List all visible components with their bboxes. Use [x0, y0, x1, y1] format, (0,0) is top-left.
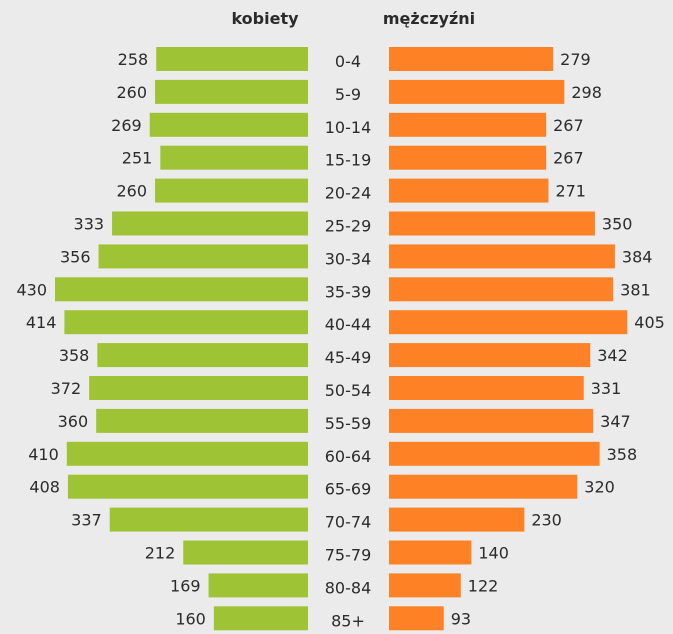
value-women-65-69: 408: [29, 478, 60, 497]
age-label-85+: 85+: [331, 611, 365, 630]
bar-men-65-69: [389, 474, 578, 499]
value-men-75-79: 140: [478, 544, 509, 563]
value-women-45-49: 358: [59, 346, 90, 365]
bar-women-20-24: [155, 178, 308, 203]
value-men-15-19: 267: [553, 149, 584, 168]
bar-men-10-14: [389, 112, 547, 137]
age-label-75-79: 75-79: [325, 546, 372, 565]
value-women-40-44: 414: [26, 313, 57, 332]
value-men-60-64: 358: [607, 445, 638, 464]
bar-men-0-4: [389, 47, 554, 71]
legend-women-label: kobiety: [231, 9, 299, 28]
age-label-30-34: 30-34: [325, 249, 372, 268]
bar-women-5-9: [155, 79, 308, 104]
bar-women-65-69: [67, 474, 308, 499]
age-label-40-44: 40-44: [325, 315, 372, 334]
value-women-15-19: 251: [122, 149, 153, 168]
value-women-10-14: 269: [111, 116, 142, 135]
bar-men-75-79: [389, 540, 472, 565]
bar-women-35-39: [55, 277, 308, 302]
value-women-35-39: 430: [16, 280, 47, 299]
value-women-75-79: 212: [145, 544, 176, 563]
age-label-20-24: 20-24: [325, 184, 372, 203]
bar-women-70-74: [109, 507, 309, 532]
bar-women-25-29: [112, 211, 309, 236]
value-women-25-29: 333: [74, 215, 105, 234]
value-women-0-4: 258: [118, 50, 149, 69]
value-men-55-59: 347: [600, 412, 631, 431]
value-men-40-44: 405: [634, 313, 665, 332]
value-men-50-54: 331: [591, 379, 622, 398]
bar-women-50-54: [89, 376, 308, 400]
value-men-20-24: 271: [555, 182, 586, 201]
age-label-55-59: 55-59: [325, 414, 372, 433]
bar-men-55-59: [389, 408, 594, 433]
bar-women-85+: [213, 606, 308, 631]
value-men-80-84: 122: [468, 576, 499, 595]
age-label-0-4: 0-4: [335, 52, 361, 71]
bar-men-70-74: [389, 507, 525, 532]
bar-men-25-29: [389, 211, 595, 236]
bar-women-40-44: [64, 310, 308, 335]
value-men-35-39: 381: [620, 280, 651, 299]
value-women-70-74: 337: [71, 511, 102, 530]
bar-women-80-84: [208, 573, 308, 598]
bar-men-20-24: [389, 178, 549, 203]
value-women-5-9: 260: [116, 83, 147, 102]
bar-men-35-39: [389, 277, 614, 302]
value-men-45-49: 342: [597, 346, 628, 365]
value-men-0-4: 279: [560, 50, 591, 69]
value-men-10-14: 267: [553, 116, 584, 135]
bar-women-60-64: [66, 441, 308, 466]
age-label-15-19: 15-19: [325, 151, 372, 170]
age-label-35-39: 35-39: [325, 282, 372, 301]
bar-men-45-49: [389, 343, 591, 368]
age-label-5-9: 5-9: [335, 85, 361, 104]
bar-men-85+: [389, 606, 444, 631]
value-women-20-24: 260: [116, 182, 147, 201]
value-women-55-59: 360: [58, 412, 89, 431]
bar-women-45-49: [97, 343, 308, 368]
bars-group: 258 279 0-4 260 298 5-9 269 267 10-14 251 267 15-19…: [16, 47, 665, 631]
bar-men-40-44: [389, 310, 628, 335]
age-label-25-29: 25-29: [325, 217, 372, 236]
legend-men-label: mężczyźni: [383, 9, 475, 28]
age-label-45-49: 45-49: [325, 348, 372, 367]
value-men-5-9: 298: [571, 83, 602, 102]
age-label-70-74: 70-74: [325, 513, 372, 532]
bar-men-80-84: [389, 573, 461, 598]
age-label-60-64: 60-64: [325, 447, 372, 466]
value-men-30-34: 384: [622, 247, 653, 266]
value-women-80-84: 169: [170, 576, 201, 595]
bar-women-0-4: [156, 47, 308, 71]
value-women-85+: 160: [175, 609, 206, 628]
value-men-85+: 93: [451, 609, 471, 628]
age-label-10-14: 10-14: [325, 118, 372, 137]
value-women-60-64: 410: [28, 445, 59, 464]
bar-men-15-19: [389, 145, 547, 170]
value-women-50-54: 372: [51, 379, 82, 398]
value-men-25-29: 350: [602, 215, 633, 234]
bar-women-55-59: [96, 408, 309, 433]
bar-women-10-14: [149, 112, 308, 137]
age-label-80-84: 80-84: [325, 578, 372, 597]
value-men-65-69: 320: [584, 478, 615, 497]
bar-men-50-54: [389, 376, 584, 400]
age-label-50-54: 50-54: [325, 381, 372, 400]
value-men-70-74: 230: [531, 511, 562, 530]
bar-women-30-34: [98, 244, 308, 269]
bar-men-5-9: [389, 79, 565, 104]
value-women-30-34: 356: [60, 247, 91, 266]
bar-women-15-19: [160, 145, 308, 170]
age-label-65-69: 65-69: [325, 480, 372, 499]
bar-men-30-34: [389, 244, 615, 269]
bar-men-60-64: [389, 441, 600, 466]
bar-women-75-79: [183, 540, 308, 565]
